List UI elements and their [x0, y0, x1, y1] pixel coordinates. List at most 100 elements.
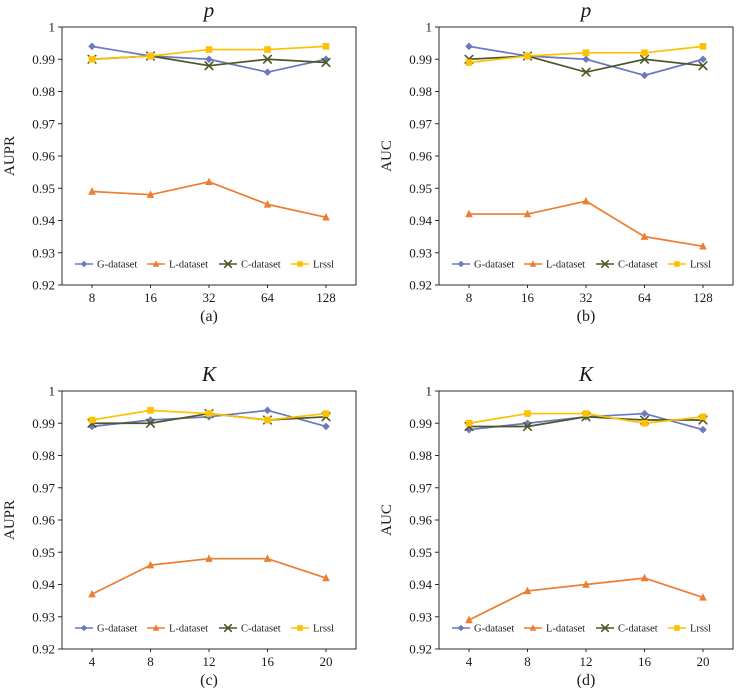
x-axis: 4 8 12 16 20 [466, 649, 710, 669]
y-tick-label: 0.95 [409, 181, 432, 196]
triangle-marker [205, 177, 213, 186]
triangle-marker [640, 573, 649, 582]
legend-item-L-dataset: L-dataset [147, 624, 208, 635]
x-tick-label: 8 [466, 290, 473, 305]
y-tick-label: 0.97 [409, 116, 432, 131]
x-marker [204, 61, 214, 71]
y-axis-label: AUPR [2, 500, 18, 540]
legend-x-marker [600, 259, 610, 269]
legend-triangle-marker [529, 624, 537, 631]
diamond-marker [699, 425, 707, 434]
y-tick-label: 0.92 [409, 278, 432, 293]
y-tick-label: 0.97 [409, 480, 432, 495]
y-tick-label: 1 [49, 384, 56, 399]
series-Lrssl [465, 43, 707, 66]
legend: G-dataset L-dataset C-dataset Lrssl [452, 260, 711, 271]
legend-label: C-dataset [618, 624, 658, 635]
x-axis: 8 16 32 64 128 [89, 285, 336, 305]
x-axis: 8 16 32 64 128 [466, 285, 713, 305]
triangle-marker [640, 232, 649, 240]
plot-area-border [438, 390, 734, 650]
y-axis: 1 0.99 0.98 0.97 0.96 0.95 0.94 0.93 0.92 [409, 20, 439, 293]
y-tick-label: 0.99 [409, 416, 432, 431]
x-tick-label: 128 [693, 290, 713, 305]
x-marker [581, 67, 591, 77]
triangle-marker [465, 615, 473, 624]
square-marker [322, 410, 330, 417]
y-tick-label: 0.93 [32, 245, 55, 260]
x-tick-label: 8 [89, 290, 96, 305]
x-tick-label: 16 [521, 290, 535, 305]
triangle-marker [699, 593, 707, 601]
x-axis: 4 8 12 16 20 [89, 649, 333, 669]
x-tick-label: 16 [261, 654, 275, 669]
y-axis-label: AUC [379, 504, 395, 536]
chart-b-svg: p AUC 1 0.99 0.98 0.97 0.96 0.95 0.94 0.93 0.92 8 16… [379, 0, 734, 325]
series-Lrssl [465, 410, 707, 427]
triangle-marker [582, 196, 590, 205]
diamond-marker [146, 416, 155, 424]
square-marker [465, 59, 473, 66]
legend-label: Lrssl [690, 260, 711, 271]
legend-item-Lrssl: Lrssl [668, 260, 711, 271]
triangle-marker [146, 560, 155, 569]
plot-area-border [61, 390, 357, 650]
triangle-marker [146, 190, 155, 198]
y-axis-label: AUC [379, 140, 395, 172]
y-tick-label: 0.98 [32, 84, 55, 99]
y-tick-label: 0.94 [409, 213, 432, 228]
legend-label: G-dataset [97, 624, 137, 635]
legend: G-dataset L-dataset C-dataset Lrssl [452, 624, 711, 635]
y-tick-label: 0.95 [409, 545, 432, 560]
square-marker [524, 52, 531, 60]
chart-title: p [202, 0, 215, 22]
legend-item-G-dataset: G-dataset [452, 260, 514, 271]
legend-x-marker [600, 623, 610, 633]
y-tick-label: 0.96 [409, 149, 432, 164]
legend: G-dataset L-dataset C-dataset Lrssl [75, 624, 334, 635]
legend-label: L-dataset [169, 624, 208, 635]
legend-triangle-marker [529, 260, 537, 267]
x-marker [262, 54, 273, 64]
y-tick-label: 0.93 [409, 245, 432, 260]
square-marker [524, 410, 531, 417]
series-Lrssl [88, 407, 330, 424]
y-tick-label: 0.99 [409, 52, 432, 67]
series-line [468, 200, 704, 248]
y-tick-label: 1 [49, 20, 56, 35]
legend-label: C-dataset [241, 260, 281, 271]
square-marker [88, 416, 96, 424]
legend-item-L-dataset: L-dataset [524, 260, 585, 271]
y-tick-label: 0.95 [32, 181, 55, 196]
square-marker [641, 49, 648, 57]
y-tick-label: 0.98 [32, 448, 55, 463]
legend-label: Lrssl [690, 624, 711, 635]
triangle-marker [88, 589, 96, 598]
legend-item-Lrssl: Lrssl [291, 624, 334, 635]
legend-diamond-marker [80, 624, 88, 632]
legend-x-marker [223, 623, 233, 633]
square-marker [205, 46, 213, 53]
legend-label: L-dataset [169, 260, 208, 271]
legend-item-C-dataset: C-dataset [596, 260, 658, 271]
series-line [91, 180, 327, 219]
square-marker [264, 416, 271, 424]
y-tick-label: 1 [426, 384, 433, 399]
y-tick-label: 0.99 [32, 52, 55, 67]
diamond-marker [640, 71, 649, 80]
series-L-dataset [88, 554, 330, 598]
y-tick-label: 0.92 [32, 278, 55, 293]
series-L-dataset [465, 196, 707, 250]
legend-label: G-dataset [474, 260, 514, 271]
y-tick-label: 0.96 [32, 513, 55, 528]
diamond-marker [88, 42, 96, 51]
square-marker [699, 43, 707, 50]
x-tick-label: 4 [466, 654, 473, 669]
square-marker [322, 43, 330, 50]
y-tick-label: 0.96 [409, 513, 432, 528]
series-L-dataset [465, 573, 707, 624]
square-marker [582, 410, 590, 417]
legend-label: G-dataset [474, 624, 514, 635]
x-tick-label: 64 [261, 290, 275, 305]
y-tick-label: 0.94 [409, 577, 432, 592]
